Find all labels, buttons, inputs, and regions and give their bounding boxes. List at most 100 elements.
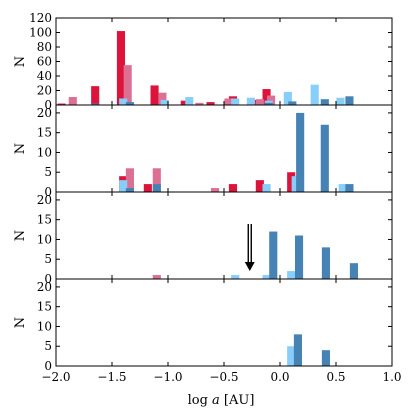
x-tick-label: 1.0 [382, 370, 401, 384]
x-tick-label: 0.0 [270, 370, 289, 384]
x-tick-label: −1.0 [153, 370, 182, 384]
x-tick-label: −2.0 [41, 370, 70, 384]
y-axis-label: N [13, 56, 28, 67]
bar-p2-steelblue-0 [125, 188, 134, 192]
y-tick-label: 5 [44, 165, 52, 179]
bar-p1-crimson-1 [91, 86, 100, 105]
y-tick-label: 120 [29, 11, 52, 25]
y-tick-label: 15 [37, 213, 52, 227]
bar-p3-steelblue-0 [269, 231, 278, 279]
panels-group: 020406080100120N05101520N05101520N051015… [13, 11, 393, 373]
bar-p1-pink-0 [68, 97, 77, 105]
bar-p3-steelblue-2 [321, 247, 330, 279]
bar-p1-pink-2 [158, 92, 167, 105]
y-axis-label: N [13, 317, 28, 328]
bar-p2-pink-0 [125, 168, 134, 192]
bar-p1-crimson-3 [150, 85, 159, 105]
y-tick-label: 15 [37, 126, 52, 140]
bar-p1-steelblue-1 [125, 102, 134, 105]
y-tick-label: 0 [44, 185, 52, 199]
bar-p4-steelblue-0 [293, 334, 302, 366]
panel-frame-1 [55, 17, 393, 106]
arrow-head [244, 262, 255, 271]
arrow-marker [244, 224, 255, 271]
bar-p3-lightblue-2 [287, 271, 296, 279]
y-tick-label: 20 [37, 106, 52, 120]
y-tick-label: 15 [37, 300, 52, 314]
bar-p2-crimson-1 [143, 184, 152, 192]
x-tick-label: 0.5 [326, 370, 345, 384]
y-tick-label: 10 [37, 145, 52, 159]
y-tick-label: 80 [37, 40, 52, 54]
bar-p1-crimson-0 [57, 103, 66, 105]
bar-p3-pink-0 [152, 275, 161, 279]
x-axis-label: log a [AU] [188, 393, 255, 408]
y-axis-label: N [13, 230, 28, 241]
bar-p1-lightblue-6 [283, 91, 292, 105]
bar-p2-crimson-4 [287, 172, 296, 192]
bar-p2-steelblue-4 [345, 184, 354, 192]
bar-p1-pink-1 [123, 65, 132, 106]
x-tick-label: −0.5 [209, 370, 238, 384]
y-tick-label: 10 [37, 232, 52, 246]
bar-p1-steelblue-5 [345, 96, 354, 105]
bar-p2-lightblue-0 [119, 180, 128, 192]
bar-p1-lightblue-3 [231, 98, 240, 105]
bar-p2-pink-1 [152, 168, 161, 192]
y-tick-label: 20 [37, 280, 52, 294]
bar-p1-steelblue-4 [320, 99, 329, 105]
bar-p1-steelblue-0 [91, 103, 100, 105]
bar-p3-lightblue-1 [262, 275, 271, 279]
y-tick-label: 0 [44, 359, 52, 373]
bar-p2-lightblue-3 [338, 184, 347, 192]
bar-p1-pink-6 [266, 95, 276, 105]
panel-2: 0 5 10 15 20 N [13, 104, 393, 199]
bar-p1-pink-4 [224, 98, 233, 105]
x-tick-label: −1.5 [97, 370, 126, 384]
bar-p1-lightblue-0 [119, 98, 128, 105]
bar-p2-steelblue-3 [320, 124, 329, 192]
y-tick-label: 40 [37, 69, 52, 83]
bar-p4-steelblue-1 [321, 350, 330, 366]
y-tick-label: 60 [37, 55, 52, 69]
y-axis-label: N [13, 143, 28, 154]
panel-frame-3 [55, 191, 393, 280]
y-tick-label: 10 [37, 319, 52, 333]
bar-p1-pink-5 [255, 99, 264, 105]
bar-p3-lightblue-0 [231, 275, 240, 279]
y-tick-label: 5 [44, 339, 52, 353]
y-tick-label: 0 [44, 272, 52, 286]
bar-p4-lightblue-0 [287, 346, 296, 366]
bar-p2-crimson-3 [255, 180, 264, 192]
bar-p1-lightblue-8 [336, 97, 345, 105]
bar-p1-crimson-2 [116, 31, 126, 105]
bar-p3-steelblue-3 [349, 263, 358, 279]
bar-p1-steelblue-2 [264, 102, 273, 105]
bar-p1-pink-3 [195, 102, 204, 105]
bar-p1-crimson-8 [262, 89, 271, 105]
bar-p2-pink-2 [210, 188, 220, 192]
bar-p1-lightblue-2 [185, 97, 194, 105]
y-tick-label: 100 [29, 26, 52, 40]
x-axis: −2.0 −1.5 −1.0 −0.5 0.0 0.5 1.0 [41, 370, 401, 384]
bar-p1-crimson-5 [206, 102, 215, 105]
bar-p2-lightblue-1 [262, 184, 271, 192]
y-tick-label: 20 [37, 193, 52, 207]
y-tick-label: 0 [44, 98, 52, 112]
panel-frame-2 [55, 104, 393, 193]
y-tick-label: 20 [37, 84, 52, 98]
panel-frame-4 [55, 278, 393, 367]
bar-p2-steelblue-2 [296, 112, 305, 192]
panel-4: 0 5 10 15 20 N [13, 278, 393, 373]
bar-p1-steelblue-3 [288, 101, 297, 106]
bar-p2-lightblue-2 [291, 176, 300, 192]
bar-p1-lightblue-7 [310, 84, 319, 105]
bar-p2-steelblue-1 [152, 184, 161, 192]
bar-p1-crimson-4 [180, 100, 189, 105]
bar-p1-crimson-7 [251, 99, 260, 105]
bar-p1-lightblue-1 [160, 99, 169, 105]
bar-p1-lightblue-4 [246, 97, 255, 105]
bar-p2-crimson-2 [228, 184, 238, 192]
